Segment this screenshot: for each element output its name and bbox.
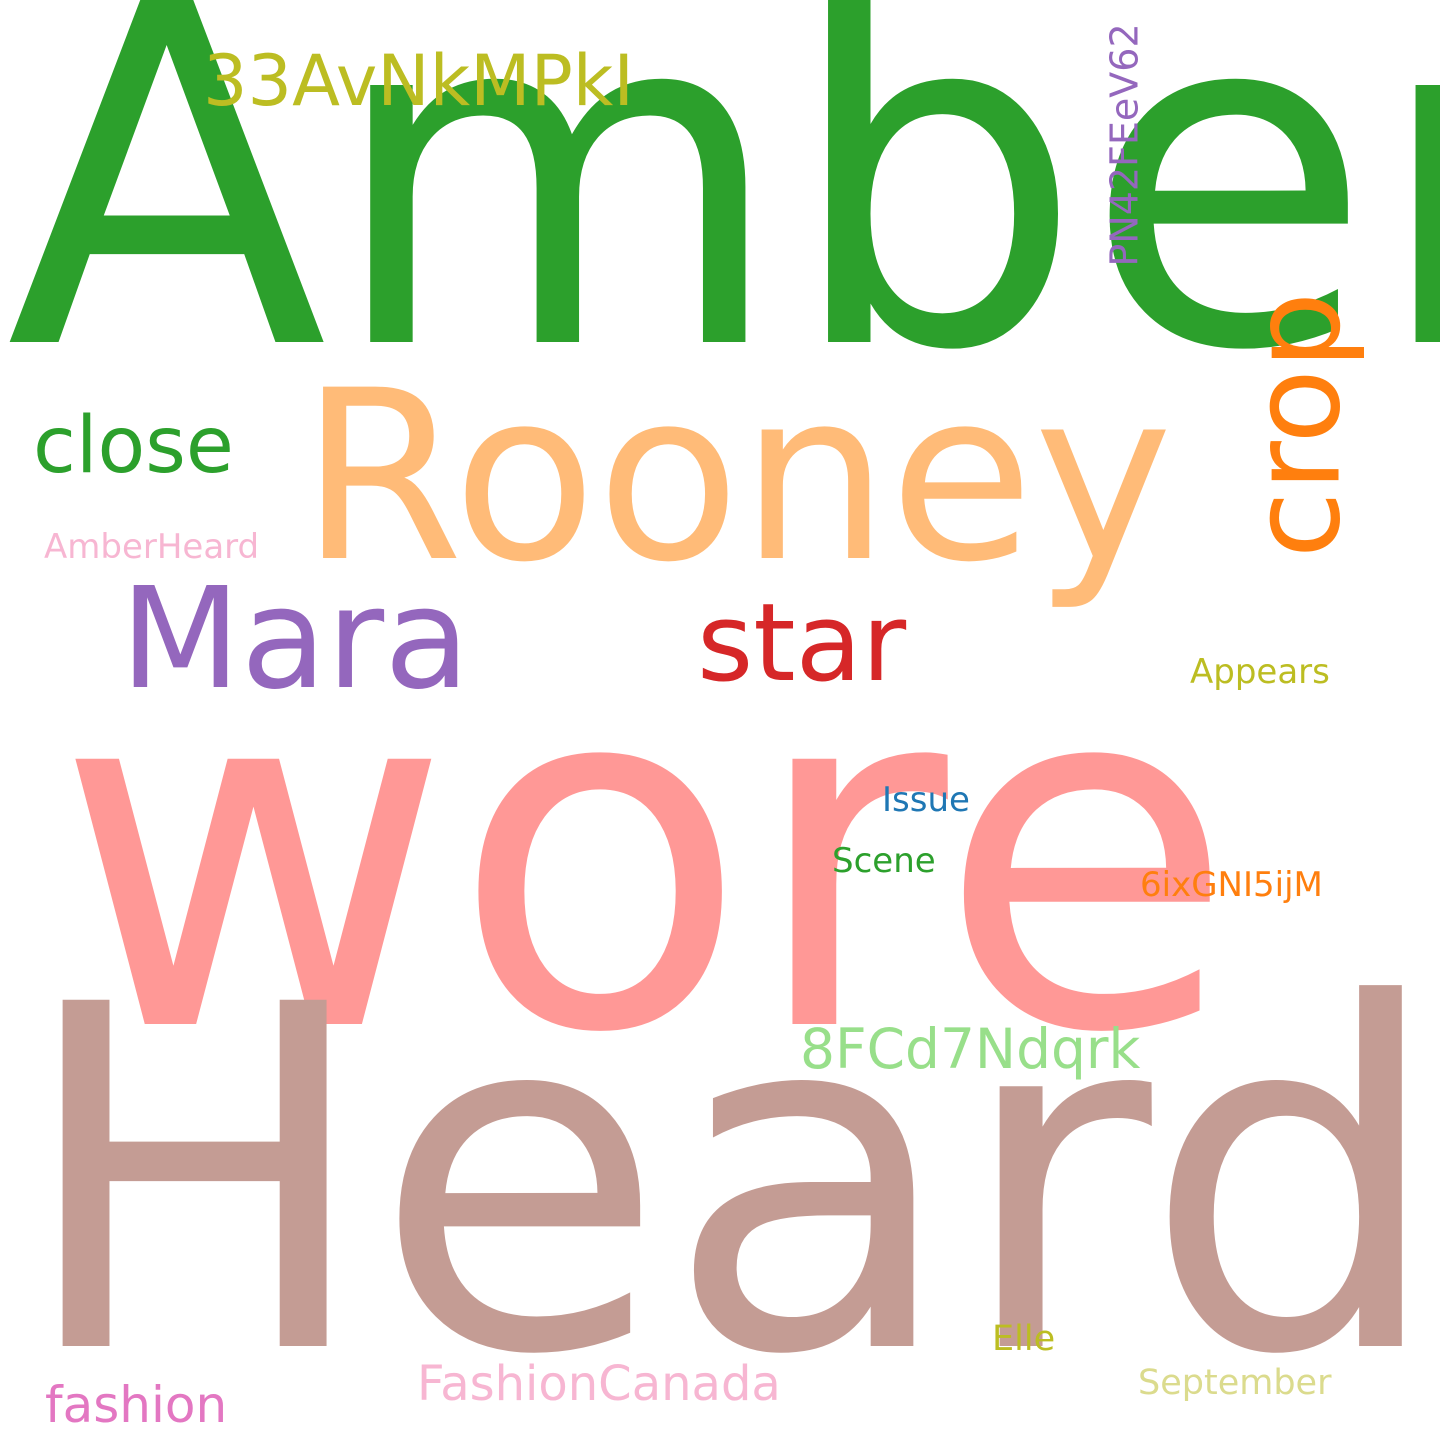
word-6ixgni5ijm: 6ixGNI5ijM [1140, 865, 1323, 905]
word-33avnkmpki: 33AvNkMPkI [203, 40, 634, 122]
word-amberheard: AmberHeard [44, 527, 260, 567]
word-wore: wore [55, 575, 1236, 1139]
word-8fcd7ndqrk: 8FCd7Ndqrk [800, 1017, 1141, 1081]
word-fashion: fashion [45, 1376, 228, 1434]
word-issue: Issue [882, 780, 970, 820]
word-crop: crop [1225, 291, 1368, 559]
word-heard: Heard [16, 906, 1440, 1440]
word-rooney: Rooney [300, 341, 1173, 614]
word-pn42ffeev62: PN42FEeV62 [1102, 23, 1147, 267]
word-september: September [1138, 1363, 1332, 1403]
word-amber: Amber [6, 0, 1440, 453]
word-close: close [33, 401, 234, 491]
word-appears: Appears [1190, 652, 1330, 692]
word-elle: Elle [992, 1319, 1056, 1359]
word-mara: Mara [120, 558, 470, 721]
word-scene: Scene [832, 841, 936, 881]
word-star: star [697, 581, 907, 706]
word-fashioncanada: FashionCanada [417, 1356, 781, 1412]
